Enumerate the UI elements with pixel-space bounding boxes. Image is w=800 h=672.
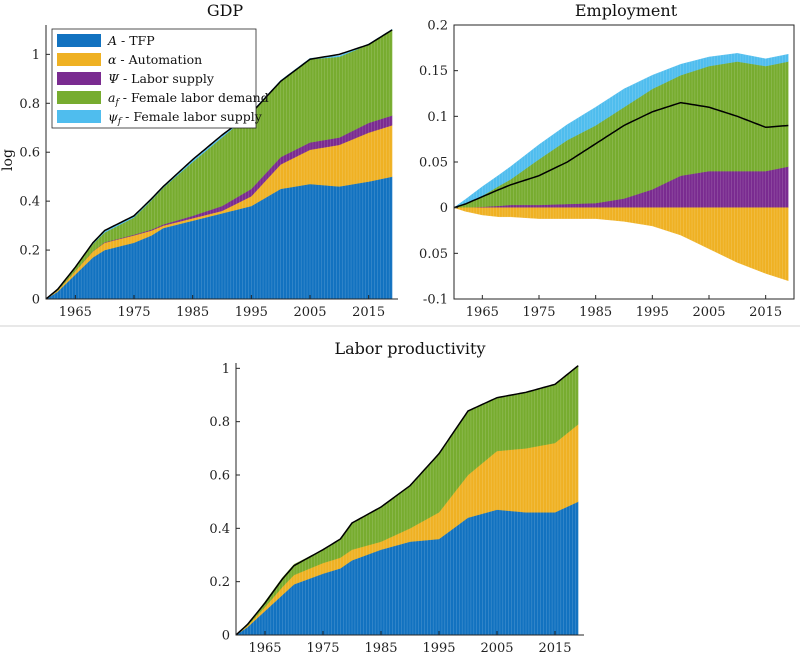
legend-swatch-female-demand — [57, 91, 101, 104]
legend-swatch-labor-supply — [57, 72, 101, 85]
labor-productivity-x-tick-label: 2005 — [480, 641, 513, 656]
employment-x-tick-label: 1995 — [636, 305, 669, 320]
labor-productivity-y-tick-label: 0.4 — [209, 522, 230, 537]
legend-swatch-female-supply — [57, 110, 101, 123]
employment-y-tick-label: 0.2 — [427, 19, 448, 34]
legend: A - TFP α - Automation Ψ - Labor supply af … — [51, 28, 269, 129]
labor-productivity-x-tick-label: 2015 — [538, 641, 571, 656]
employment-x-tick-label: 1965 — [466, 305, 499, 320]
labor-productivity-x-tick-label: 1995 — [422, 641, 455, 656]
gdp-y-tick-label: 0.8 — [19, 97, 40, 112]
gdp-plot-area: 1965 1975 1985 1995 2005 2015 0 0.2 0.4 0.6 0.8 1 — [19, 25, 398, 320]
labor-productivity-total-line — [235, 365, 579, 636]
labor-productivity-x-tick-label: 1975 — [306, 641, 339, 656]
employment-y-tick-label: 0 — [440, 201, 448, 216]
labor-productivity-x-tick-label: 1985 — [364, 641, 397, 656]
gdp-title: GDP — [207, 1, 244, 20]
gdp-y-label: log — [0, 149, 16, 171]
employment-title: Employment — [575, 1, 678, 20]
legend-label-tfp: A - TFP — [107, 33, 155, 48]
legend-label-female-supply: ψf - Female labor supply — [108, 109, 263, 127]
employment-x-tick-label: 1975 — [522, 305, 555, 320]
employment-panel: Employment 1965 1975 1985 1995 2005 2015 -0.1 0… — [419, 1, 795, 320]
employment-x-tick-label: 1985 — [579, 305, 612, 320]
gdp-y-tick-label: 0.2 — [19, 244, 40, 259]
labor-productivity-y-tick-label: 0.6 — [209, 469, 230, 484]
employment-plot-area: 1965 1975 1985 1995 2005 2015 -0.1 0.05 0 0.05 0.1… — [419, 19, 795, 320]
gdp-x-tick-label: 2005 — [293, 305, 326, 320]
gdp-bar-stripes — [48, 29, 393, 299]
gdp-x-tick-label: 2015 — [352, 305, 385, 320]
legend-swatch-tfp — [57, 34, 101, 47]
gdp-total-line — [45, 29, 393, 300]
labor-productivity-y-tick-label: 0.2 — [209, 575, 230, 590]
gdp-x-tick-label: 1985 — [176, 305, 209, 320]
labor-productivity-y-tick-label: 0 — [222, 629, 230, 644]
legend-label-labor-supply: Ψ - Labor supply — [108, 71, 215, 86]
gdp-x-tick-label: 1965 — [59, 305, 92, 320]
legend-swatch-automation — [57, 53, 101, 66]
gdp-panel: GDP log 1965 1975 1985 1995 2005 2015 0 0.2 0.4 0… — [0, 1, 398, 320]
legend-label-automation: α - Automation — [108, 52, 202, 67]
employment-x-tick-label: 2015 — [749, 305, 782, 320]
gdp-x-tick-label: 1995 — [235, 305, 268, 320]
employment-y-tick-label: 0.1 — [427, 110, 448, 125]
gdp-y-tick-label: 0 — [32, 293, 40, 308]
labor-productivity-panel: Labor productivity 1965 1975 1985 1995 2005 2… — [209, 339, 584, 656]
gdp-y-tick-label: 0.4 — [19, 195, 40, 210]
labor-productivity-y-tick-label: 1 — [222, 362, 230, 377]
legend-label-female-demand: af - Female labor demand — [108, 90, 269, 108]
labor-productivity-x-tick-label: 1965 — [248, 641, 281, 656]
employment-bar-stripes — [456, 53, 789, 281]
labor-productivity-bar-stripes — [238, 365, 579, 635]
employment-y-tick-label: 0.15 — [419, 64, 448, 79]
labor-productivity-title: Labor productivity — [335, 339, 486, 358]
employment-y-tick-label: 0.05 — [419, 156, 448, 171]
employment-area-f-female-labor-supply — [453, 53, 789, 208]
gdp-x-tick-label: 1975 — [117, 305, 150, 320]
employment-total-line — [453, 101, 789, 209]
gdp-y-tick-label: 1 — [32, 48, 40, 63]
employment-y-tick-label: 0.05 — [419, 247, 448, 262]
employment-area-automation — [453, 207, 789, 282]
gdp-y-tick-label: 0.6 — [19, 146, 40, 161]
labor-productivity-y-tick-label: 0.8 — [209, 415, 230, 430]
employment-y-tick-label: -0.1 — [423, 293, 448, 308]
employment-x-tick-label: 2005 — [692, 305, 725, 320]
labor-productivity-plot-area: 1965 1975 1985 1995 2005 2015 0 0.2 0.4 0.6 0.8 1 — [209, 362, 584, 656]
